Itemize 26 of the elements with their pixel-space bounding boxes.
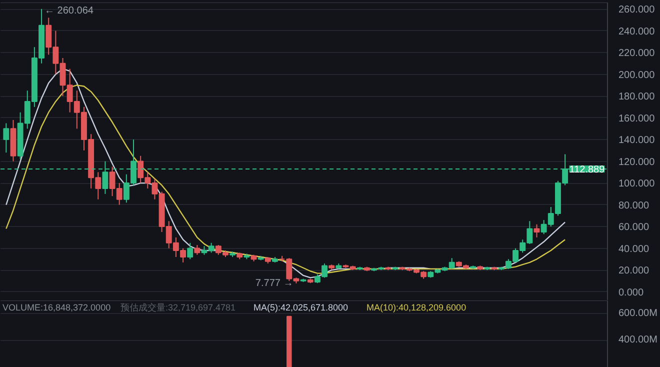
- y-tick-label: 120.000: [618, 156, 656, 168]
- candlestick: [194, 244, 200, 256]
- annotation: 7.777 →: [255, 278, 294, 289]
- annotation: 预估成交量:32,719,697.4781: [120, 302, 236, 312]
- y-tick-label: 160.000: [618, 113, 656, 124]
- y-tick-label: 220.000: [618, 48, 656, 60]
- y-tick-label: 0.000: [618, 287, 644, 298]
- y-tick-label: 260.000: [618, 4, 656, 16]
- annotation: MA(10):40,128,209.6000: [366, 302, 466, 312]
- y-tick-label: 400.00M: [618, 334, 658, 346]
- annotation: ← 260.064: [44, 5, 94, 16]
- candlestick: [187, 242, 194, 260]
- y-tick-label: 60.000: [618, 222, 650, 234]
- y-tick-label: 20.000: [618, 266, 650, 277]
- y-tick-label: 200.000: [618, 70, 656, 81]
- y-tick-label: 100.000: [618, 178, 656, 190]
- annotation: MA(5):42,025,671.8000: [254, 302, 348, 312]
- y-tick-label: 240.000: [618, 26, 656, 38]
- y-tick-label: 80.000: [618, 200, 650, 212]
- annotation: VOLUME:16,848,372.0000: [2, 302, 111, 312]
- y-tick-label: 600.00M: [618, 308, 658, 320]
- candlestick: [534, 224, 540, 238]
- y-tick-label: 140.000: [618, 135, 656, 146]
- y-tick-label: 180.000: [618, 92, 656, 103]
- y-tick-label: 40.000: [618, 244, 650, 255]
- candlestick: [3, 122, 10, 154]
